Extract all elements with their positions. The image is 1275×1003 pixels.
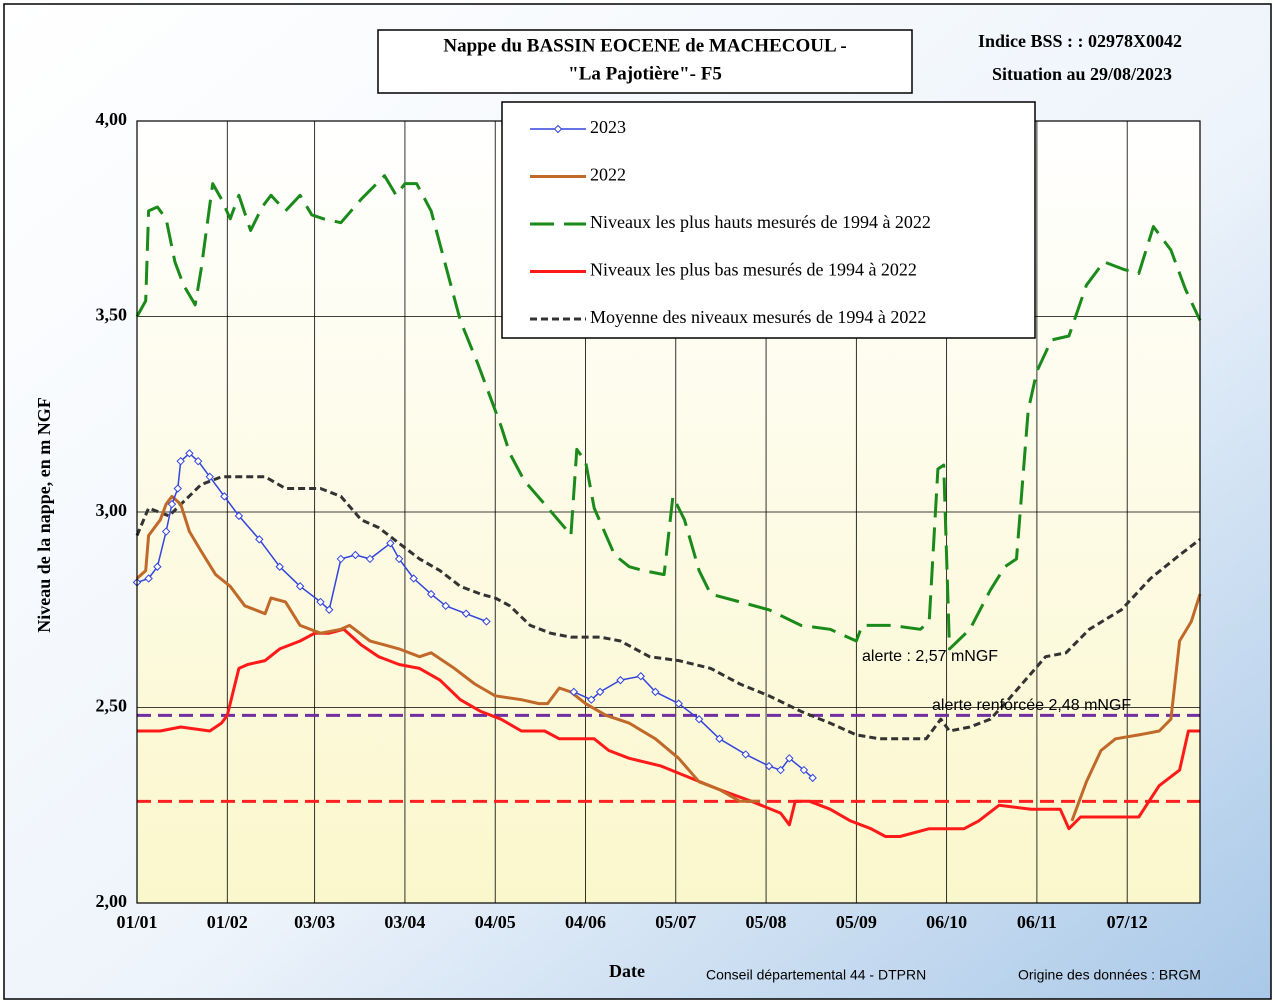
- legend-marker: [553, 124, 563, 134]
- point-marker: [193, 456, 203, 466]
- point-marker: [275, 562, 284, 571]
- point-marker: [316, 597, 325, 607]
- x-tick-label: 04/06: [565, 912, 606, 932]
- series-line: [135, 174, 1202, 651]
- x-tick-label: 06/11: [1017, 912, 1057, 932]
- point-marker: [144, 574, 153, 583]
- point-marker: [234, 511, 244, 521]
- point-marker: [161, 527, 171, 536]
- x-tick-label: 07/12: [1107, 912, 1148, 932]
- series-line: [135, 475, 1201, 741]
- point-marker: [295, 582, 305, 591]
- point-marker: [651, 687, 660, 697]
- point-marker: [587, 695, 596, 704]
- point-marker: [482, 617, 491, 626]
- point-marker: [715, 734, 724, 743]
- point-marker: [336, 554, 346, 564]
- series-line: [135, 494, 1202, 822]
- y-tick-label: 2,50: [96, 696, 128, 716]
- x-tick-label: 06/10: [926, 912, 967, 932]
- point-marker: [386, 539, 395, 548]
- legend: [501, 101, 1036, 339]
- legend-label: 2022: [590, 165, 626, 185]
- point-marker: [409, 574, 418, 583]
- point-marker: [569, 687, 579, 697]
- point-marker: [776, 765, 785, 775]
- annotation: alerte renforcée 2,48 mNGF: [932, 697, 1131, 714]
- point-marker: [220, 492, 229, 501]
- point-marker: [351, 550, 360, 560]
- x-tick-label: 05/09: [836, 912, 877, 932]
- y-tick-label: 4,00: [96, 109, 128, 129]
- point-marker: [426, 589, 436, 599]
- x-axis-label: Date: [609, 961, 645, 981]
- y-tick-label: 2,00: [96, 891, 128, 911]
- x-tick-label: 04/05: [475, 912, 516, 932]
- point-marker: [255, 535, 264, 544]
- y-tick-label: 3,00: [96, 500, 128, 520]
- point-marker: [799, 765, 809, 775]
- point-marker: [325, 605, 334, 614]
- point-marker: [764, 761, 774, 771]
- point-marker: [176, 456, 185, 466]
- point-marker: [694, 715, 704, 724]
- title-box: [377, 29, 913, 94]
- legend-label: Niveaux les plus hauts mesurés de 1994 à…: [590, 212, 931, 232]
- x-tick-label: 05/08: [746, 912, 787, 932]
- point-marker: [636, 672, 646, 681]
- point-marker: [808, 773, 817, 783]
- point-marker: [394, 554, 404, 564]
- info-text: Situation au 29/08/2023: [992, 64, 1172, 84]
- point-marker: [741, 750, 750, 759]
- series-line: [137, 627, 1200, 838]
- x-tick-label: 05/07: [655, 912, 696, 932]
- point-marker: [461, 609, 471, 618]
- footer-text: Conseil départemental 44 - DTPRN: [706, 967, 926, 983]
- point-marker: [616, 675, 625, 685]
- legend-label: Moyenne des niveaux mesurés de 1994 à 20…: [590, 307, 926, 327]
- footer-text: Origine des données : BRGM: [1018, 967, 1201, 983]
- x-tick-label: 03/03: [294, 912, 335, 932]
- annotation: alerte : 2,57 mNGF: [862, 648, 998, 665]
- info-text: Indice BSS : : 02978X0042: [978, 31, 1182, 51]
- point-marker: [205, 472, 215, 482]
- x-tick-label: 01/02: [207, 912, 248, 932]
- point-marker: [173, 484, 182, 493]
- point-marker: [365, 554, 375, 564]
- legend-label: 2023: [590, 117, 626, 137]
- point-marker: [674, 699, 683, 708]
- y-tick-label: 3,50: [96, 305, 128, 325]
- point-marker: [167, 499, 177, 509]
- point-marker: [185, 449, 194, 458]
- point-marker: [441, 601, 450, 611]
- y-axis-label: Niveau de la nappe, en m NGF: [34, 397, 54, 633]
- point-marker: [785, 754, 794, 763]
- point-marker: [153, 562, 162, 571]
- chart-title: "La Pajotière"- F5: [568, 63, 722, 84]
- chart-title: Nappe du BASSIN EOCENE de MACHECOUL -: [443, 35, 846, 56]
- x-tick-label: 03/04: [384, 912, 425, 932]
- x-tick-label: 01/01: [116, 912, 157, 932]
- legend-label: Niveaux les plus bas mesurés de 1994 à 2…: [590, 260, 917, 280]
- point-marker: [595, 687, 605, 697]
